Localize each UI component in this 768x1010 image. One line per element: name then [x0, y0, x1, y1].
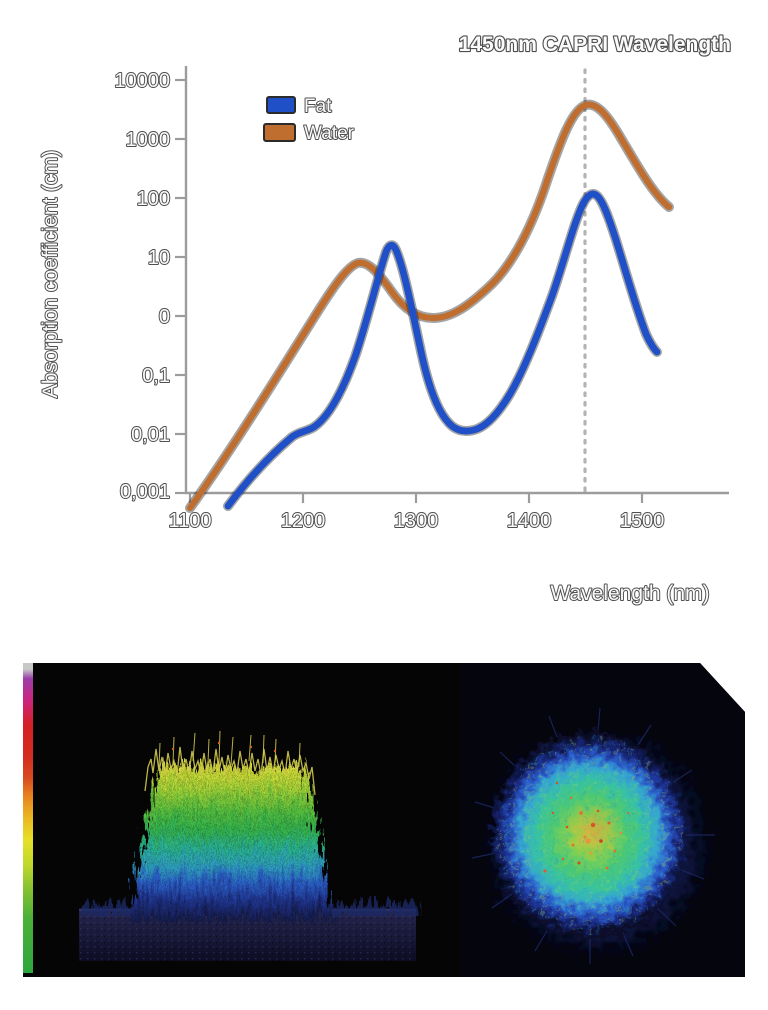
beam-spot	[471, 707, 715, 964]
x-axis-title: Wavelength (nm)	[550, 582, 709, 605]
spot-hot-center	[565, 803, 621, 859]
y-tick-label: 1000	[126, 129, 171, 151]
x-tick-label: 1200	[281, 510, 326, 532]
y-tick-label: 10000	[114, 70, 170, 92]
legend-label-fat: Fat	[304, 96, 332, 117]
legend-item-water: Water	[263, 122, 356, 145]
y-tick-label: 10	[148, 247, 170, 269]
profile-platform-texture	[79, 909, 416, 961]
legend-item-fat: Fat	[266, 95, 333, 118]
y-tick-label: 0,01	[131, 424, 170, 446]
spot-radial-streaks	[471, 707, 715, 964]
profile-mound-striation	[123, 757, 330, 915]
profile-hot-tips	[171, 741, 277, 753]
profile-crown-spikes	[144, 746, 316, 796]
beam-profile-panel	[23, 663, 745, 977]
chart-legend: Fat Water	[263, 95, 356, 145]
x-tick-label: 1300	[394, 510, 439, 532]
x-tick-labels: 1100 1200 1300 1400 1500	[167, 509, 665, 533]
water-curve	[185, 99, 674, 513]
x-axis-ticks	[188, 493, 644, 503]
beam-profile-graphics	[23, 663, 745, 977]
x-tick-label: 1400	[507, 510, 552, 532]
beam-3d-profile	[79, 730, 416, 961]
absorption-chart: 1450nm CAPRI Wavelength 10000	[38, 32, 732, 606]
intensity-colorbar	[23, 663, 33, 973]
y-tick-labels: 10000 1000 100 10 0 0,1 0,01 0,001	[113, 69, 171, 504]
y-tick-label: 100	[137, 188, 170, 210]
x-tick-label: 1100	[168, 510, 211, 532]
y-axis-title: Absorption coefficient (cm)	[39, 150, 62, 398]
legend-label-water: Water	[304, 123, 355, 144]
y-tick-label: 0	[159, 306, 170, 328]
profile-hair-spikes	[158, 730, 301, 768]
fat-curve	[223, 189, 662, 511]
spot-hot-speckles	[543, 781, 630, 873]
y-tick-label: 0,001	[120, 481, 170, 503]
fat-swatch	[266, 96, 296, 114]
water-swatch	[263, 123, 296, 142]
y-axis-ticks	[175, 78, 186, 495]
chart-title: 1450nm CAPRI Wavelength	[459, 33, 731, 56]
x-tick-label: 1500	[620, 510, 665, 532]
y-tick-label: 0,1	[142, 365, 170, 387]
